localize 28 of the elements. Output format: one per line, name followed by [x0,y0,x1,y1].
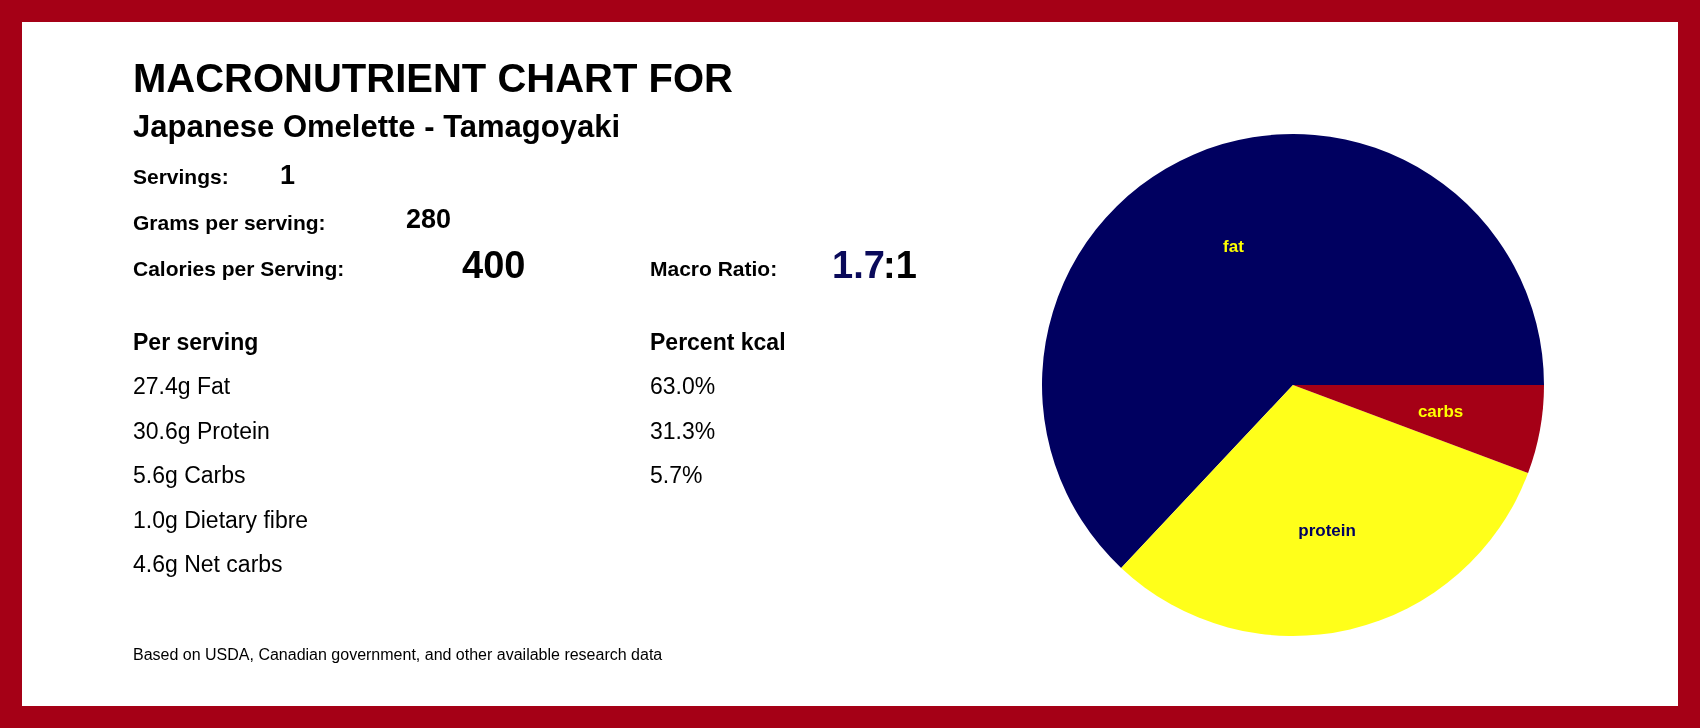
text: Calories per Serving: [133,257,345,280]
pie-slice [1042,134,1544,568]
text: 1.0g Dietary fibre [133,507,309,533]
text: 31.3% [650,418,716,444]
pie-slice [1293,385,1544,473]
text: Servings: [133,165,229,188]
text: Percent kcal [650,329,786,355]
text: Per serving [133,329,259,355]
text: Macro Ratio: [650,257,778,280]
text: 1.7 [832,244,885,286]
text: Japanese Omelette - Tamagoyaki [133,109,621,144]
text: Grams per serving: [133,211,326,234]
text: 280 [406,204,452,234]
text: 400 [462,244,526,286]
text: 5.7% [650,462,703,488]
text: 27.4g Fat [133,373,231,399]
text: 30.6g Protein [133,418,270,444]
text: 63.0% [650,373,716,399]
text: 5.6g Carbs [133,462,246,488]
text: 4.6g Net carbs [133,551,283,577]
pie-slice [1121,385,1529,636]
slice-label: fat [1223,237,1245,257]
text: MACRONUTRIENT CHART FOR [133,56,734,100]
text: Based on USDA, Canadian government, and other available research data [133,646,663,663]
slice-label: carbs [1417,401,1464,421]
text: 1 [280,160,296,190]
slice-label: protein [1298,521,1356,541]
text: :1 [883,244,917,286]
